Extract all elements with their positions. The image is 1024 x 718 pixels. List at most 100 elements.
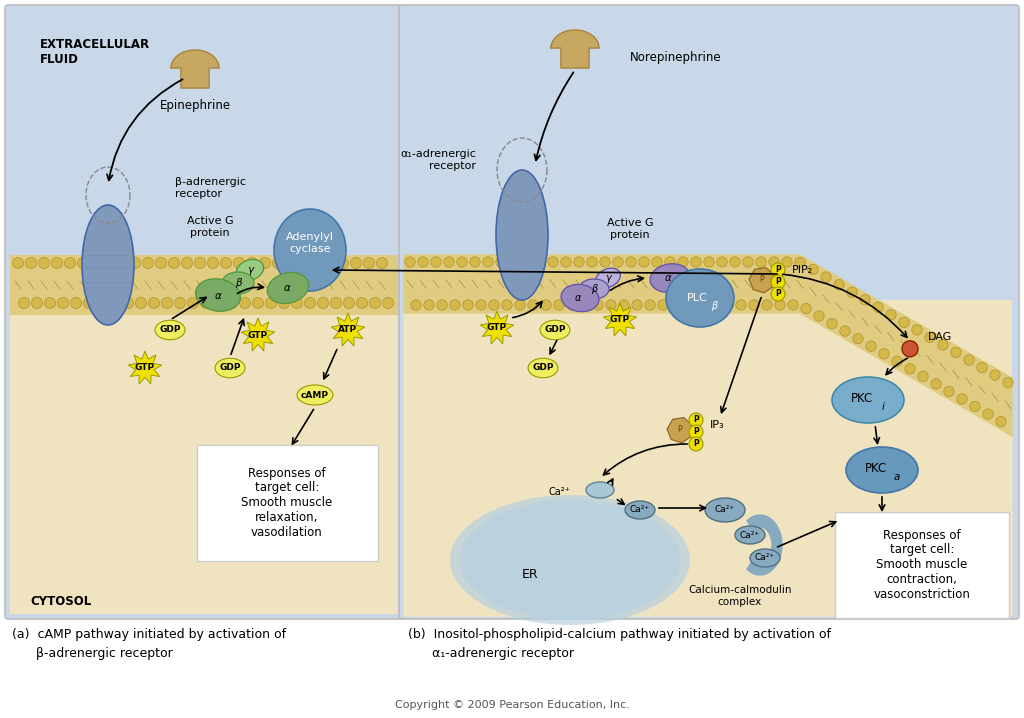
Circle shape — [364, 258, 375, 269]
Circle shape — [201, 297, 212, 309]
Ellipse shape — [650, 264, 690, 292]
Circle shape — [970, 401, 980, 411]
Circle shape — [148, 297, 160, 309]
Text: Active G
protein: Active G protein — [186, 216, 233, 238]
Circle shape — [775, 300, 785, 310]
Circle shape — [272, 258, 284, 269]
Ellipse shape — [460, 500, 680, 620]
Ellipse shape — [237, 259, 263, 281]
Text: Active G
protein: Active G protein — [606, 218, 653, 240]
Circle shape — [129, 258, 140, 269]
Text: GDP: GDP — [219, 363, 241, 373]
Circle shape — [162, 297, 172, 309]
Polygon shape — [171, 50, 219, 88]
Circle shape — [331, 297, 341, 309]
Circle shape — [665, 257, 675, 267]
Circle shape — [548, 257, 558, 267]
Text: α₁-adrenergic
receptor: α₁-adrenergic receptor — [400, 149, 476, 171]
Bar — [10, 255, 398, 315]
Circle shape — [905, 363, 915, 374]
Circle shape — [593, 300, 603, 310]
Text: PKC: PKC — [865, 462, 887, 475]
Text: IP₃: IP₃ — [710, 420, 725, 430]
Circle shape — [356, 297, 368, 309]
Circle shape — [535, 257, 545, 267]
Circle shape — [142, 258, 154, 269]
Circle shape — [84, 297, 94, 309]
Text: Responses of
target cell:
Smooth muscle
contraction,
vasoconstriction: Responses of target cell: Smooth muscle … — [873, 528, 971, 602]
Circle shape — [488, 300, 500, 310]
Text: GTP: GTP — [248, 330, 268, 340]
Circle shape — [925, 332, 935, 342]
Circle shape — [338, 258, 348, 269]
Circle shape — [317, 297, 329, 309]
Text: γ: γ — [605, 273, 611, 283]
FancyBboxPatch shape — [197, 445, 378, 561]
Polygon shape — [749, 268, 774, 293]
Circle shape — [671, 300, 681, 310]
Circle shape — [123, 297, 133, 309]
Circle shape — [65, 258, 76, 269]
Text: α: α — [215, 291, 221, 301]
Circle shape — [931, 378, 941, 389]
Polygon shape — [242, 318, 274, 351]
Circle shape — [169, 258, 179, 269]
Circle shape — [463, 300, 473, 310]
Circle shape — [404, 257, 415, 267]
Polygon shape — [128, 351, 162, 384]
Text: β-adrenergic
receptor: β-adrenergic receptor — [175, 177, 246, 199]
Circle shape — [502, 300, 512, 310]
Circle shape — [509, 257, 519, 267]
Circle shape — [561, 257, 571, 267]
Circle shape — [703, 257, 714, 267]
Circle shape — [567, 300, 578, 310]
Ellipse shape — [528, 358, 558, 378]
Circle shape — [847, 287, 857, 297]
Text: GTP: GTP — [487, 324, 507, 332]
Circle shape — [265, 297, 276, 309]
Text: P: P — [760, 276, 764, 284]
Circle shape — [527, 300, 539, 310]
Circle shape — [174, 297, 185, 309]
Circle shape — [717, 257, 727, 267]
Text: (a)  cAMP pathway initiated by activation of
      β-adrenergic receptor: (a) cAMP pathway initiated by activation… — [12, 628, 286, 660]
Text: CYTOSOL: CYTOSOL — [30, 595, 91, 608]
Circle shape — [383, 297, 393, 309]
Circle shape — [71, 297, 82, 309]
Circle shape — [259, 258, 270, 269]
Text: P: P — [775, 289, 781, 299]
Ellipse shape — [297, 385, 333, 405]
Text: Epinephrine: Epinephrine — [160, 100, 230, 113]
Circle shape — [208, 258, 218, 269]
Text: α: α — [284, 283, 291, 293]
Circle shape — [801, 303, 811, 314]
Polygon shape — [331, 313, 365, 346]
Circle shape — [78, 258, 88, 269]
Circle shape — [964, 355, 974, 365]
Polygon shape — [404, 313, 1012, 616]
Circle shape — [834, 279, 844, 290]
Ellipse shape — [666, 269, 734, 327]
Circle shape — [814, 311, 824, 321]
Circle shape — [470, 257, 480, 267]
Ellipse shape — [705, 498, 745, 522]
Circle shape — [645, 300, 655, 310]
Ellipse shape — [215, 358, 245, 378]
Circle shape — [826, 318, 838, 329]
Circle shape — [771, 263, 785, 277]
Circle shape — [292, 297, 302, 309]
Circle shape — [253, 297, 263, 309]
Circle shape — [96, 297, 108, 309]
Circle shape — [181, 258, 193, 269]
Circle shape — [886, 309, 896, 320]
Text: Ca²⁺: Ca²⁺ — [740, 531, 760, 539]
Text: Ca²⁺: Ca²⁺ — [630, 505, 650, 515]
Circle shape — [944, 386, 954, 396]
Circle shape — [990, 370, 1000, 381]
Text: GDP: GDP — [544, 325, 565, 335]
Circle shape — [902, 341, 918, 357]
Ellipse shape — [540, 320, 570, 340]
Text: Norepinephrine: Norepinephrine — [630, 52, 722, 65]
FancyBboxPatch shape — [5, 5, 403, 619]
FancyBboxPatch shape — [835, 512, 1009, 618]
